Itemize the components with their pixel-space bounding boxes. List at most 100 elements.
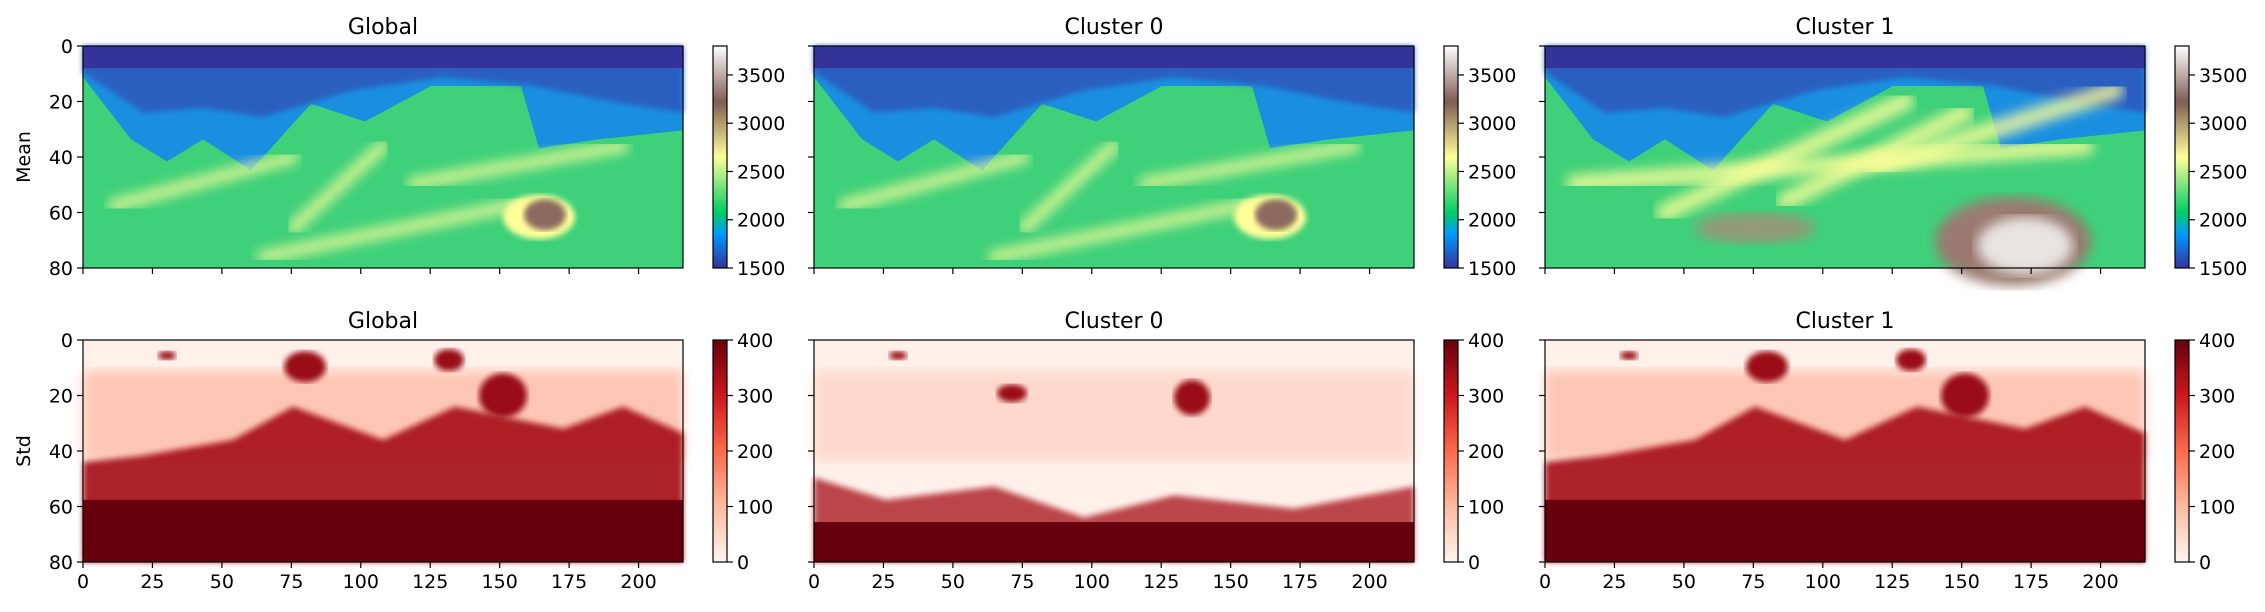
x-tick-label: 200 bbox=[2082, 571, 2118, 593]
panel-1-2: Cluster 1 0 25 50 75 100 125 150 175 200 0 100 200 30… bbox=[1539, 309, 2235, 593]
x-tick-label: 200 bbox=[620, 571, 656, 593]
colorbar-tick-label: 300 bbox=[737, 386, 773, 408]
colorbar bbox=[2174, 339, 2190, 563]
x-tick-label: 125 bbox=[1143, 571, 1179, 593]
y-tick-label: 40 bbox=[49, 441, 73, 463]
row-ylabel: Mean bbox=[13, 131, 35, 183]
x-tick-label: 25 bbox=[140, 571, 164, 593]
colorbar-tick-label: 400 bbox=[1468, 330, 1504, 352]
colorbar-tick-label: 200 bbox=[1468, 441, 1504, 463]
colorbar-tick-label: 2000 bbox=[1468, 210, 1516, 232]
x-tick-label: 175 bbox=[1282, 571, 1318, 593]
std-hotspot bbox=[479, 373, 527, 418]
panel-title: Global bbox=[348, 309, 418, 334]
x-tick-label: 25 bbox=[1602, 571, 1626, 593]
panel-title: Cluster 0 bbox=[1064, 309, 1163, 334]
x-tick-label: 150 bbox=[1944, 571, 1980, 593]
high-velocity-body bbox=[1255, 199, 1297, 231]
x-tick-label: 200 bbox=[1351, 571, 1387, 593]
colorbar-tick-label: 3500 bbox=[737, 65, 785, 87]
colorbar bbox=[2174, 45, 2190, 269]
colorbar-tick-label: 100 bbox=[737, 497, 773, 519]
x-tick-label: 0 bbox=[1539, 571, 1551, 593]
x-tick-label: 100 bbox=[343, 571, 379, 593]
mean-streak bbox=[1776, 103, 1974, 211]
high-velocity-body bbox=[1695, 212, 1815, 244]
mean-streak bbox=[1018, 139, 1120, 235]
std-hotspot bbox=[158, 351, 176, 360]
x-tick-label: 0 bbox=[77, 571, 89, 593]
colorbar-tick-label: 2500 bbox=[1468, 161, 1516, 183]
x-tick-label: 100 bbox=[1074, 571, 1110, 593]
colorbar bbox=[712, 45, 728, 269]
panel-0-1: Cluster 0 1500 2000 2500 3000 3500 bbox=[808, 15, 1516, 280]
y-tick-label: 20 bbox=[49, 92, 73, 114]
std-hotspot bbox=[434, 348, 464, 372]
colorbar-tick-label: 2500 bbox=[2199, 161, 2247, 183]
std-deep-layer bbox=[1545, 499, 2145, 562]
colorbar-tick-label: 2000 bbox=[2199, 210, 2247, 232]
water-layer bbox=[814, 46, 1414, 69]
colorbar-tick-label: 400 bbox=[2199, 330, 2235, 352]
std-deep-layer bbox=[83, 499, 683, 562]
mean-streak bbox=[287, 139, 389, 235]
mean-streak bbox=[1138, 139, 1360, 190]
mean-streak bbox=[1866, 81, 2124, 178]
std-hotspot bbox=[889, 351, 907, 360]
colorbar-tick-label: 100 bbox=[1468, 497, 1504, 519]
high-velocity-core bbox=[1977, 216, 2073, 275]
y-tick-label: 80 bbox=[49, 258, 73, 280]
std-hotspot bbox=[1896, 348, 1926, 372]
std-midband bbox=[814, 371, 1414, 460]
water-layer bbox=[1545, 46, 2145, 69]
y-tick-label: 0 bbox=[61, 330, 73, 352]
x-tick-label: 75 bbox=[1741, 571, 1765, 593]
colorbar-tick-label: 3000 bbox=[2199, 113, 2247, 135]
y-tick-label: 40 bbox=[49, 147, 73, 169]
x-tick-label: 150 bbox=[482, 571, 518, 593]
x-tick-label: 125 bbox=[412, 571, 448, 593]
mean-streak bbox=[257, 195, 539, 263]
x-tick-label: 75 bbox=[1010, 571, 1034, 593]
panel-title: Cluster 1 bbox=[1795, 15, 1894, 40]
x-tick-label: 0 bbox=[808, 571, 820, 593]
row-ylabel: Std bbox=[13, 435, 35, 467]
x-tick-label: 75 bbox=[279, 571, 303, 593]
std-hotspot bbox=[1620, 351, 1638, 360]
y-tick-label: 60 bbox=[49, 497, 73, 519]
colorbar-tick-label: 300 bbox=[2199, 386, 2235, 408]
x-tick-label: 175 bbox=[2013, 571, 2049, 593]
colorbar-tick-label: 0 bbox=[1468, 552, 1480, 574]
x-tick-label: 150 bbox=[1213, 571, 1249, 593]
panel-0-0: Global 0 20 40 60 80 1500 2000 2500 3000 3500 bbox=[49, 15, 786, 280]
x-tick-label: 50 bbox=[210, 571, 234, 593]
colorbar-tick-label: 3000 bbox=[737, 113, 785, 135]
water-layer bbox=[83, 46, 683, 69]
mean-streak bbox=[107, 151, 299, 212]
x-tick-label: 50 bbox=[941, 571, 965, 593]
y-tick-label: 20 bbox=[49, 386, 73, 408]
colorbar bbox=[1443, 45, 1459, 269]
colorbar bbox=[712, 339, 728, 563]
y-tick-label: 80 bbox=[49, 552, 73, 574]
mean-streak bbox=[838, 151, 1030, 212]
mean-streak bbox=[407, 139, 629, 190]
panel-1-1: Cluster 0 0 25 50 75 100 125 150 175 200 0 100 200 30… bbox=[808, 309, 1504, 593]
colorbar-tick-label: 1500 bbox=[1468, 258, 1516, 280]
colorbar-tick-label: 1500 bbox=[737, 258, 785, 280]
x-tick-label: 175 bbox=[551, 571, 587, 593]
x-tick-label: 25 bbox=[871, 571, 895, 593]
panel-title: Cluster 0 bbox=[1064, 15, 1163, 40]
x-tick-label: 125 bbox=[1874, 571, 1910, 593]
x-tick-label: 100 bbox=[1805, 571, 1841, 593]
std-hotspot bbox=[1941, 373, 1989, 418]
y-tick-label: 0 bbox=[61, 36, 73, 58]
y-tick-label: 60 bbox=[49, 203, 73, 225]
x-tick-label: 50 bbox=[1672, 571, 1696, 593]
colorbar-tick-label: 200 bbox=[737, 441, 773, 463]
std-hotspot bbox=[997, 384, 1027, 403]
panel-0-2: Cluster 1 1500 2000 2500 3000 3500 bbox=[1539, 15, 2247, 286]
